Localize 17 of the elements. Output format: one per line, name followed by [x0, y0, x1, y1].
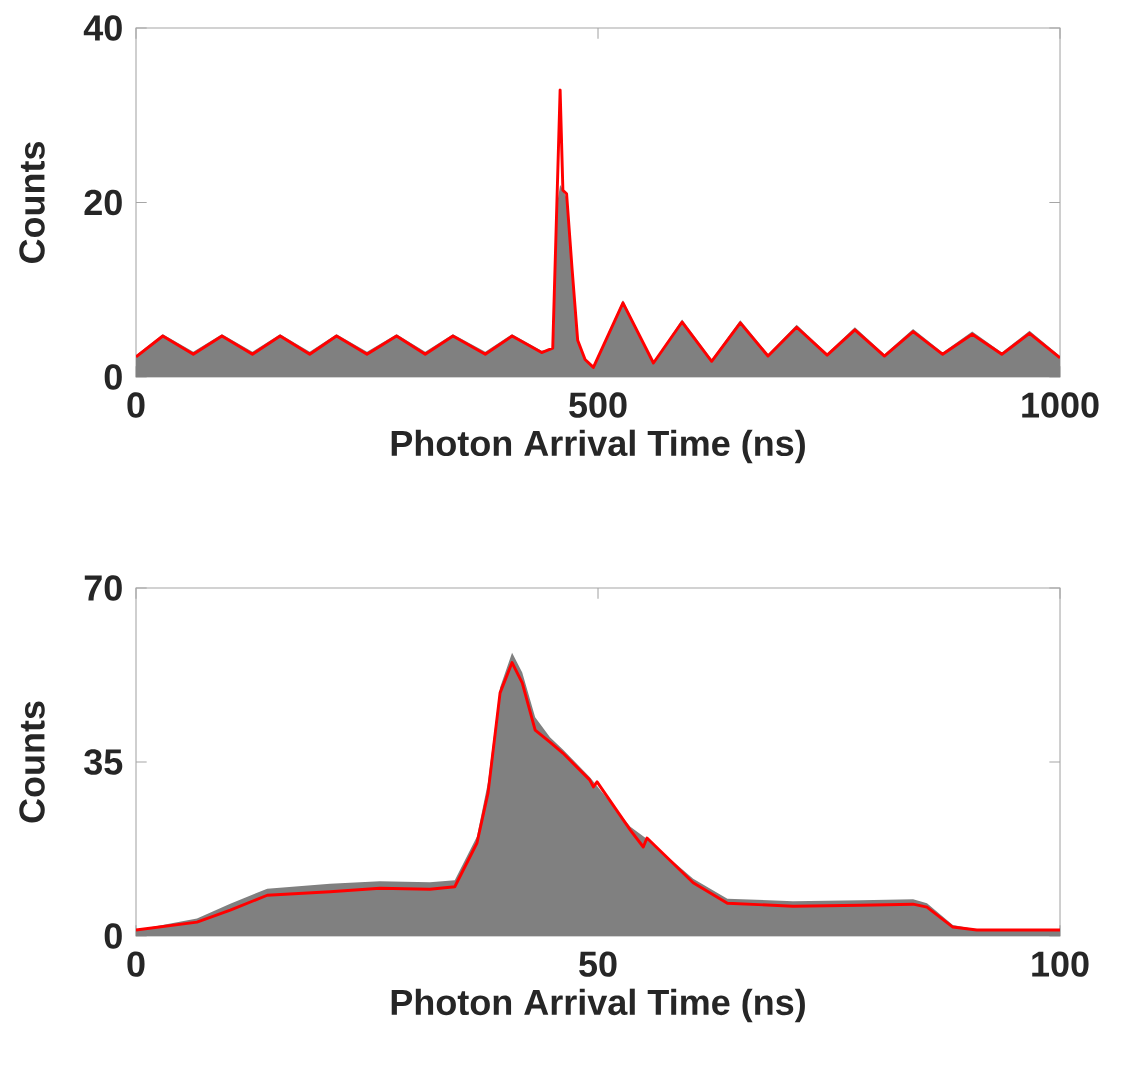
x-tick-label: 0 [127, 951, 145, 977]
y-axis-title: Counts [19, 141, 45, 263]
x-axis-title: Photon Arrival Time (ns) [391, 429, 805, 464]
y-tick-label: 40 [83, 15, 122, 41]
x-tick-label: 500 [569, 392, 627, 418]
x-tick-label: 0 [127, 392, 145, 418]
x-tick-label: 50 [579, 951, 617, 977]
y-tick-label: 0 [104, 364, 122, 390]
x-tick-label: 1000 [1022, 392, 1099, 418]
y-tick-label: 20 [84, 189, 122, 216]
line-series [136, 88, 1061, 369]
y-tick-label: 0 [104, 923, 122, 949]
x-tick-label: 100 [1032, 951, 1089, 977]
y-tick-label: 35 [84, 749, 123, 775]
x-axis-title: Photon Arrival Time (ns) [391, 988, 805, 1023]
y-axis-title: Counts [19, 701, 45, 823]
y-tick-label: 70 [84, 575, 122, 601]
